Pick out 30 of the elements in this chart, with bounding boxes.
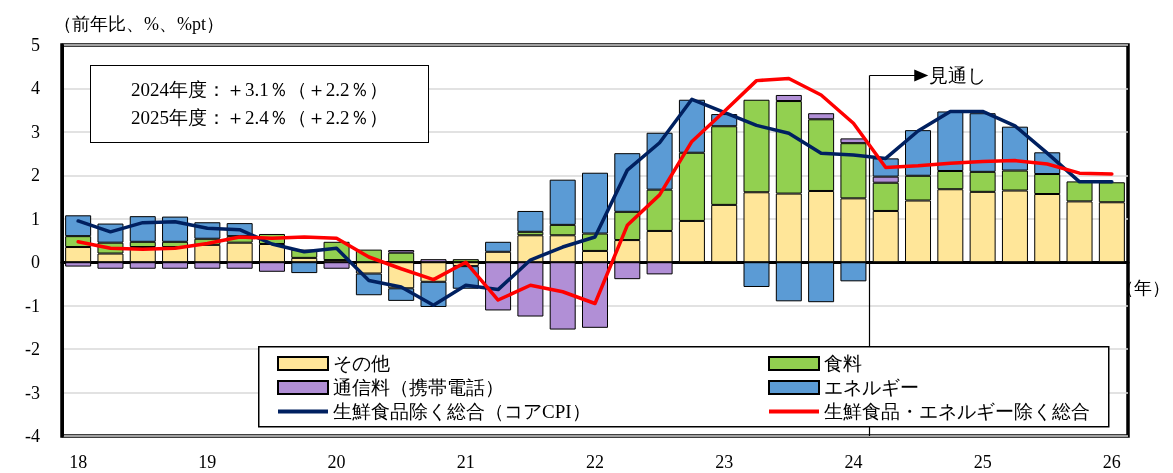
x-tick-label: 25: [973, 452, 992, 472]
y-tick-label: -4: [25, 426, 40, 446]
annotation: 2024年度：＋3.1％（＋2.2％）: [131, 78, 388, 102]
legend-label: エネルギー: [824, 377, 919, 398]
ref-line-label: 見通し: [929, 64, 987, 86]
legend-label: 生鮮食品除く総合（コアCPI）: [333, 401, 591, 422]
legend-label: 生鮮食品・エネルギー除く総合: [824, 401, 1090, 422]
y-tick-label: -2: [25, 339, 40, 360]
x-tick-label: 24: [844, 452, 863, 472]
x-tick-label: 18: [69, 452, 88, 472]
x-tick-label: 23: [715, 452, 734, 472]
x-tick-label: 21: [456, 452, 475, 472]
y-tick-label: 5: [31, 35, 40, 55]
y-tick-label: 1: [31, 208, 40, 229]
note-box: 2024年度：＋3.1％（＋2.2％） 2025年度：＋2.4％（＋2.2％）: [90, 65, 429, 143]
legend-label: 通信料（携帯電話）: [333, 377, 504, 398]
x-tick-label: 22: [586, 452, 604, 472]
y-tick-label: 4: [31, 78, 40, 99]
y-tick-label: 3: [31, 121, 40, 142]
y-tick-label: 2: [31, 165, 40, 186]
y-tick-label: -1: [25, 295, 40, 316]
y-tick-label: 0: [31, 252, 40, 273]
y-tick-label: -3: [25, 382, 40, 403]
x-tick-label: 19: [198, 452, 217, 472]
legend-label: その他: [333, 353, 390, 374]
y-axis-title: （前年比、%、%pt）: [54, 14, 224, 34]
x-tick-label: 26: [1102, 452, 1121, 472]
annotation: 2025年度：＋2.4％（＋2.2％）: [131, 106, 388, 130]
x-tick-label: 20: [327, 452, 346, 472]
legend-label: 食料: [824, 353, 862, 374]
